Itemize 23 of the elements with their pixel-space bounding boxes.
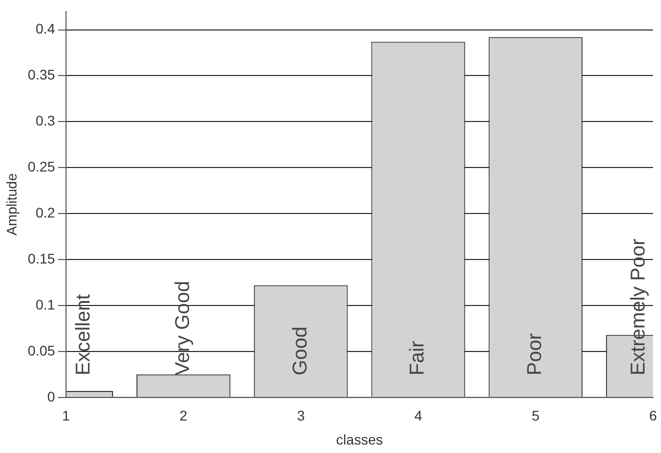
- x-tick-label: 1: [62, 408, 70, 424]
- annotation: Very Good: [172, 280, 194, 376]
- annotation: Excellent: [72, 294, 95, 376]
- annotation: Poor: [524, 332, 546, 376]
- y-axis-title: Amplitude: [3, 173, 20, 236]
- y-tick-label: 0.3: [36, 112, 56, 129]
- x-tick-label: 2: [180, 408, 188, 424]
- x-tick-label: 5: [532, 408, 540, 424]
- y-tick-label: 0.05: [28, 342, 56, 358]
- y-tick-label: 0.2: [36, 204, 56, 220]
- y-tick-label: 0.4: [36, 20, 56, 37]
- y-tick-label: 0.15: [28, 250, 56, 266]
- annotation: Good: [289, 326, 312, 376]
- x-axis-title: classes: [336, 431, 383, 448]
- x-tick-label: 6: [649, 408, 658, 424]
- y-tick-label: 0.25: [28, 158, 56, 174]
- y-tick-label: 0.35: [28, 66, 56, 83]
- y-tick-label: 0: [47, 388, 56, 404]
- y-tick-label: 0.1: [36, 296, 56, 312]
- annotation: Fair: [406, 340, 429, 376]
- x-tick-label: 3: [296, 408, 305, 424]
- x-tick-label: 4: [414, 408, 422, 424]
- annotation: Extremely Poor: [628, 238, 650, 376]
